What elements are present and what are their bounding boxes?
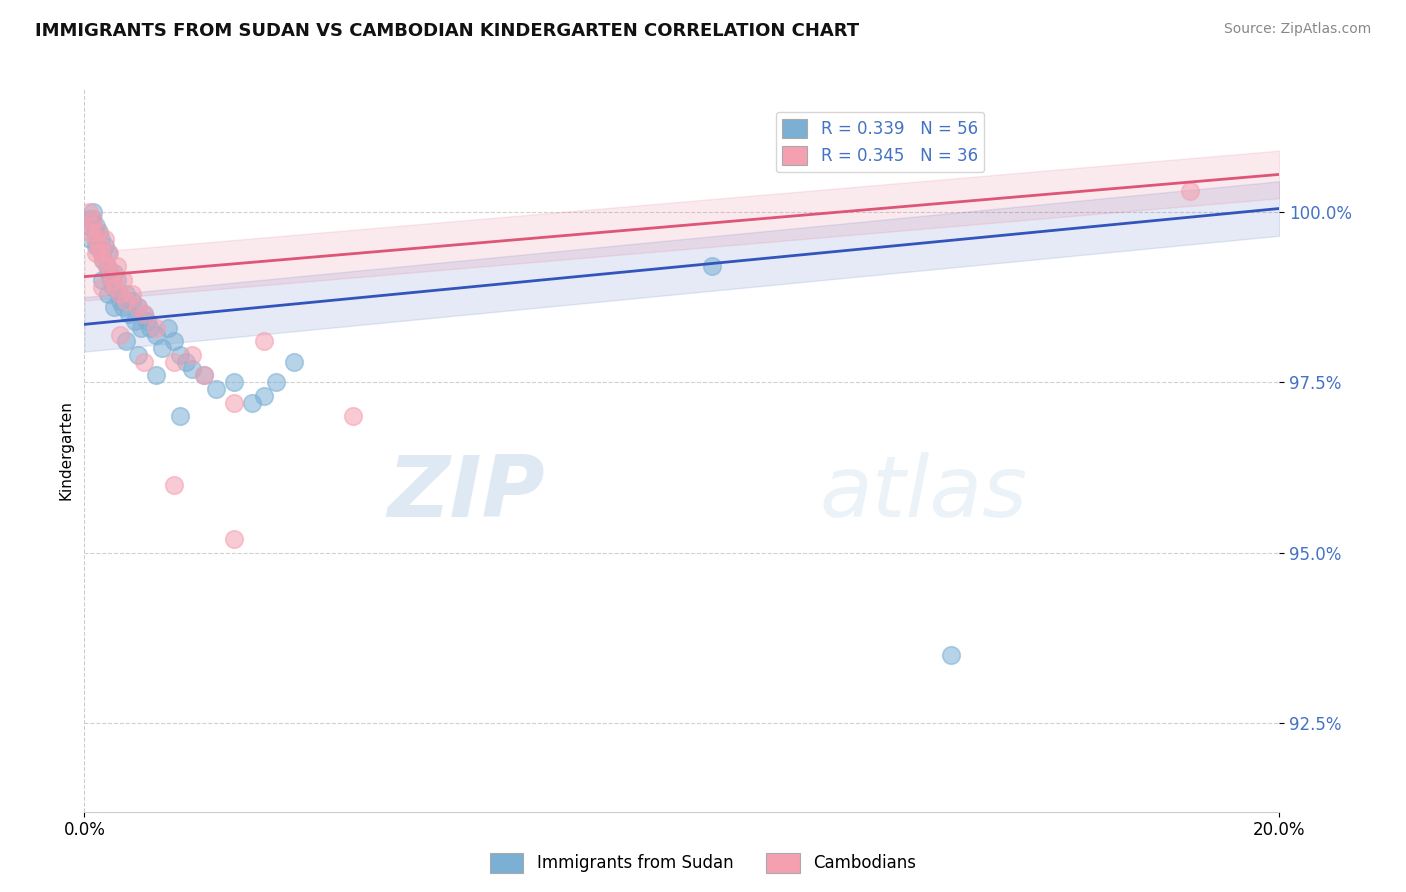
Point [112, 273, 135, 287]
Point [115, 286, 138, 301]
Point [79, 211, 101, 226]
Point [101, 273, 124, 287]
Point [139, 320, 162, 334]
Point [93, 252, 115, 267]
Point [193, 368, 215, 383]
Legend: Immigrants from Sudan, Cambodians: Immigrants from Sudan, Cambodians [484, 847, 922, 880]
Point [90, 245, 112, 260]
Point [163, 477, 186, 491]
Point [80, 219, 103, 233]
Point [121, 286, 143, 301]
Point [98, 245, 121, 260]
Text: ZIP: ZIP [387, 452, 544, 535]
Text: IMMIGRANTS FROM SUDAN VS CAMBODIAN KINDERGARTEN CORRELATION CHART: IMMIGRANTS FROM SUDAN VS CAMBODIAN KINDE… [35, 22, 859, 40]
Point [193, 368, 215, 383]
Point [97, 286, 120, 301]
Y-axis label: Kindergarten: Kindergarten [58, 401, 73, 500]
Text: atlas: atlas [820, 452, 1028, 535]
Point [86, 239, 108, 253]
Point [97, 245, 120, 260]
Point [163, 334, 186, 349]
Point [132, 355, 156, 369]
Point [91, 273, 114, 287]
Text: Source: ZipAtlas.com: Source: ZipAtlas.com [1223, 22, 1371, 37]
Point [127, 301, 149, 315]
Point [103, 301, 125, 315]
Point [86, 239, 108, 253]
Point [110, 327, 132, 342]
Point [91, 280, 114, 294]
Point [115, 334, 138, 349]
Point [939, 648, 962, 662]
Point [86, 219, 108, 233]
Point [132, 307, 156, 321]
Point [84, 232, 107, 246]
Point [222, 396, 245, 410]
Point [1178, 185, 1201, 199]
Point [253, 389, 276, 403]
Point [240, 396, 263, 410]
Point [94, 239, 117, 253]
Point [79, 225, 101, 239]
Point [98, 266, 121, 280]
Point [700, 260, 723, 274]
Legend: R = 0.339   N = 56, R = 0.345   N = 36: R = 0.339 N = 56, R = 0.345 N = 36 [776, 112, 984, 172]
Point [264, 376, 287, 390]
Point [163, 355, 186, 369]
Point [136, 314, 159, 328]
Point [96, 260, 118, 274]
Point [82, 205, 104, 219]
Point [112, 301, 135, 315]
Point [80, 211, 103, 226]
Point [103, 266, 125, 280]
Point [105, 273, 128, 287]
Point [222, 376, 245, 390]
Point [127, 348, 149, 362]
Point [104, 280, 127, 294]
Point [90, 232, 112, 246]
Point [174, 355, 197, 369]
Point [86, 225, 108, 239]
Point [129, 320, 152, 334]
Point [89, 225, 111, 239]
Point [82, 211, 104, 226]
Point [169, 348, 191, 362]
Point [121, 293, 143, 308]
Point [79, 232, 101, 246]
Point [127, 301, 149, 315]
Point [205, 382, 228, 396]
Point [93, 252, 115, 267]
Point [181, 361, 204, 376]
Point [110, 286, 132, 301]
Point [77, 219, 100, 233]
Point [94, 232, 117, 246]
Point [118, 307, 141, 321]
Point [86, 245, 108, 260]
Point [253, 334, 276, 349]
Point [91, 245, 114, 260]
Point [100, 266, 122, 280]
Point [342, 409, 364, 424]
Point [283, 355, 305, 369]
Point [105, 260, 128, 274]
Point [89, 239, 111, 253]
Point [84, 225, 107, 239]
Point [77, 205, 100, 219]
Point [132, 307, 156, 321]
Point [169, 409, 191, 424]
Point [222, 532, 245, 546]
Point [110, 293, 132, 308]
Point [108, 286, 131, 301]
Point [157, 320, 180, 334]
Point [150, 341, 173, 355]
Point [145, 327, 167, 342]
Point [145, 368, 167, 383]
Point [181, 348, 204, 362]
Point [124, 314, 146, 328]
Point [115, 293, 138, 308]
Point [96, 260, 118, 274]
Point [145, 320, 167, 334]
Point [101, 280, 124, 294]
Point [100, 273, 122, 287]
